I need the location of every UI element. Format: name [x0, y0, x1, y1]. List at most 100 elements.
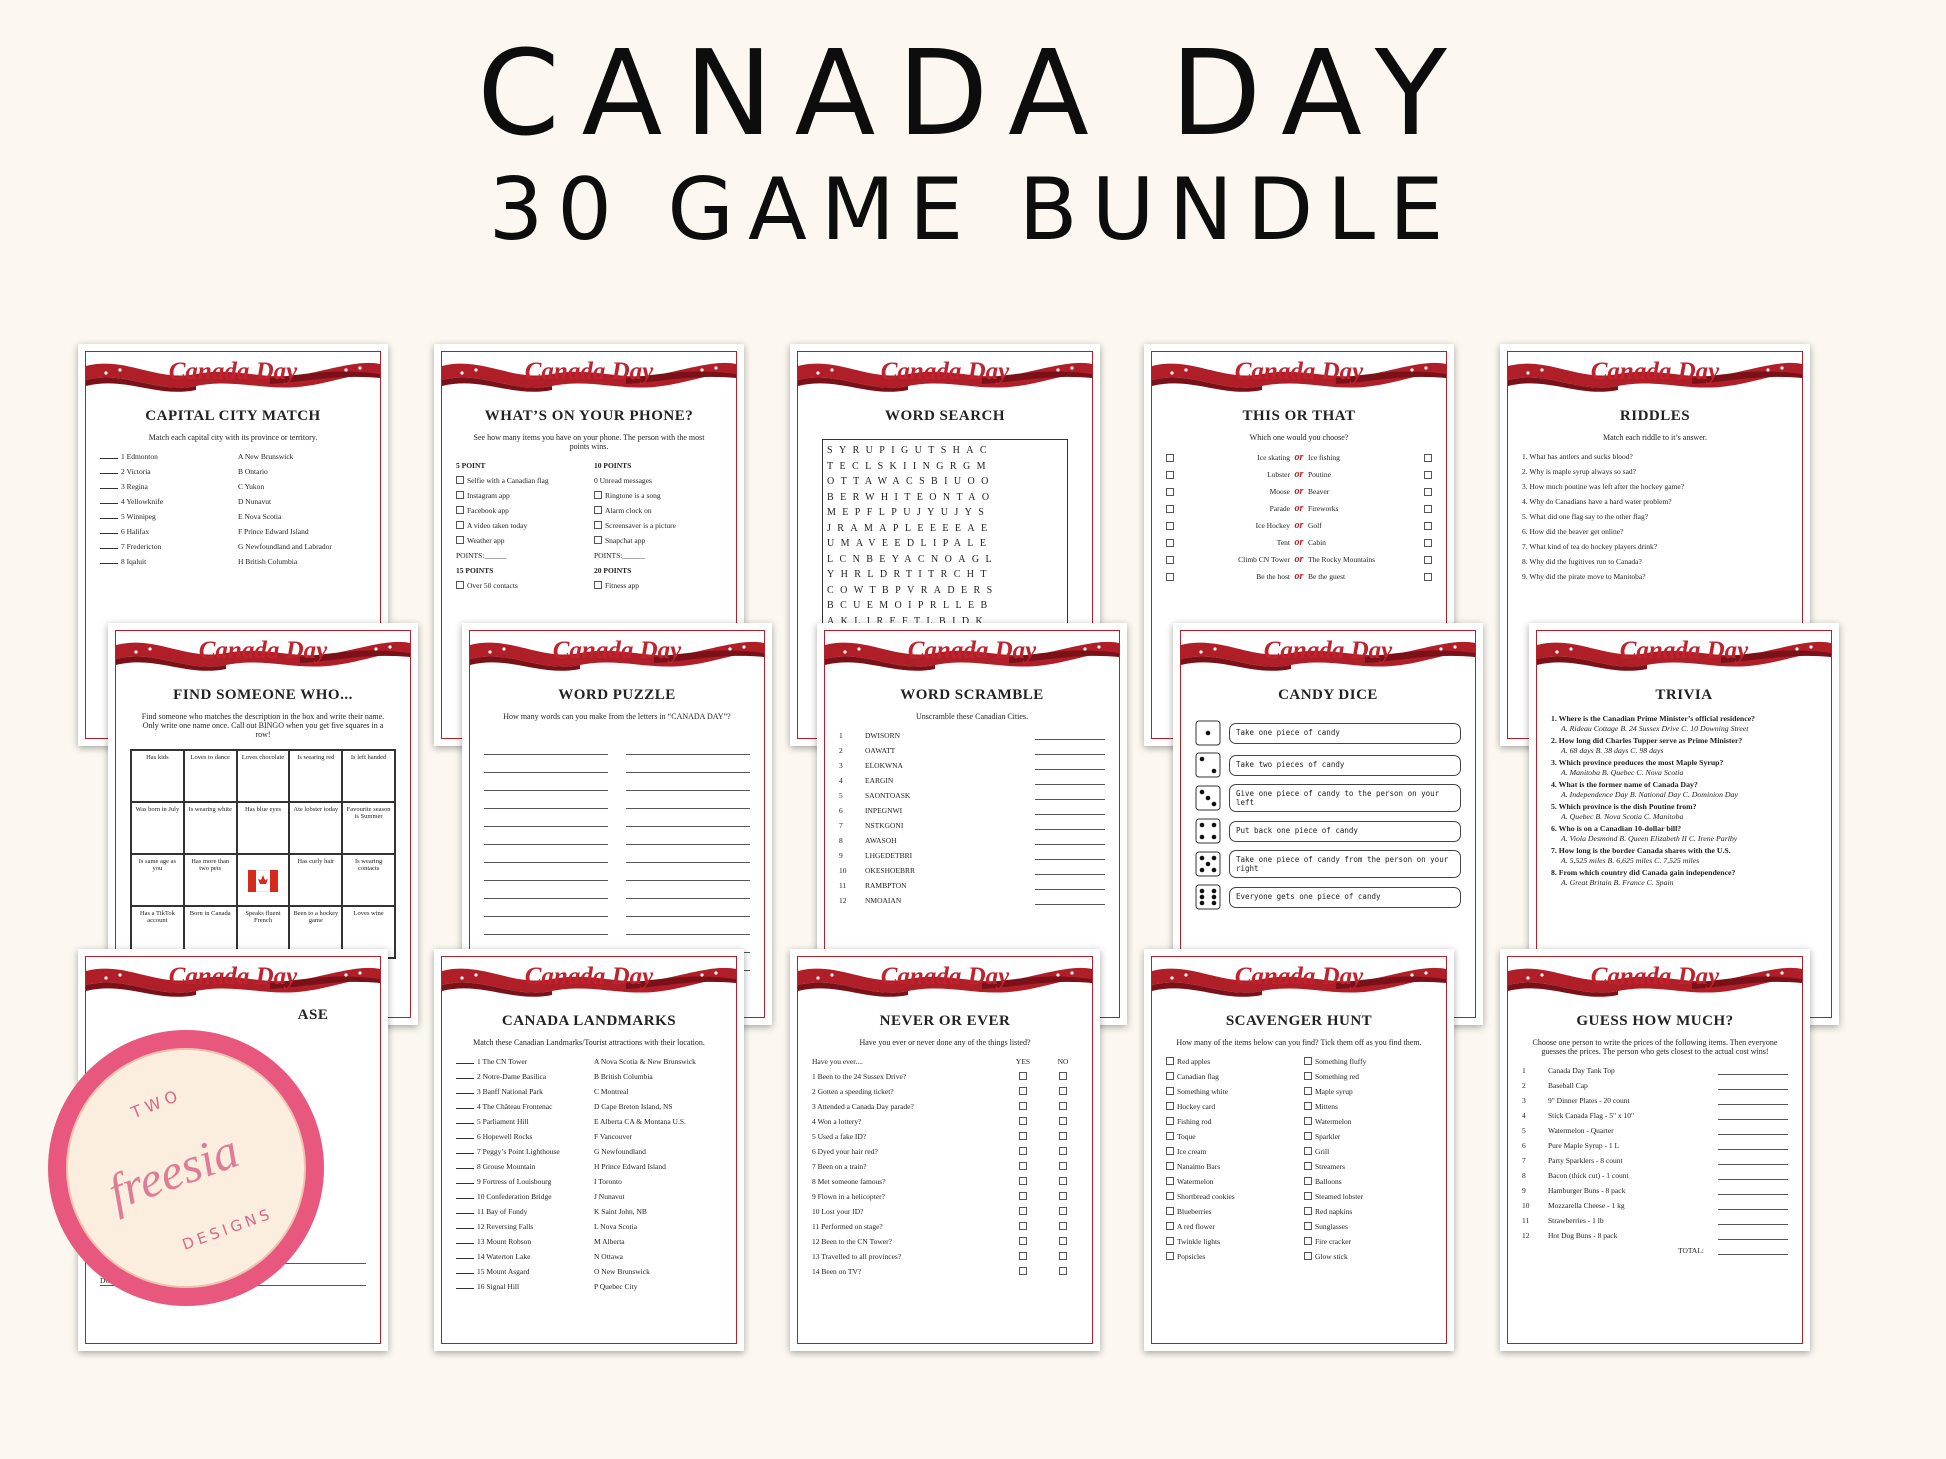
item: 8 Met someone famous? — [812, 1177, 886, 1186]
banner — [825, 641, 1119, 671]
banner — [1508, 967, 1802, 997]
card-frame: Canada Day WORD SCRAMBLE Unscramble these … — [824, 630, 1120, 1018]
checkbox — [1424, 538, 1432, 547]
item: 20 POINTS — [594, 566, 632, 575]
item: LCNBEYACNOAGL — [827, 553, 998, 565]
item: K Saint John, NB — [594, 1207, 647, 1216]
answer-line — [484, 845, 608, 863]
answer-line — [1035, 821, 1105, 830]
item: A New Brunswick — [238, 452, 294, 461]
answer-line — [1718, 1066, 1788, 1075]
item: G Newfoundland and Labrador — [238, 542, 332, 551]
item: Alarm clock on — [594, 506, 722, 515]
this-or-that: Ice skating or Ice fishing Lobster or Poutine… — [1166, 452, 1432, 582]
checkbox — [1059, 1177, 1067, 1185]
item: A. Quebec B. Nova Scotia C. Manitoba — [1561, 812, 1684, 821]
item: D Nunavut — [238, 497, 272, 506]
item: Over 50 contacts — [456, 581, 584, 590]
answer-line — [484, 881, 608, 899]
checkbox — [1019, 1162, 1027, 1170]
item: 8. From which country did Canada gain in… — [1551, 868, 1736, 877]
answer-line — [626, 845, 750, 863]
item: SAONTOASK — [865, 791, 911, 800]
answer-line — [626, 809, 750, 827]
item: 13 Mount Robson — [456, 1237, 584, 1246]
item: Fireworks — [1308, 504, 1339, 513]
answer-line — [484, 809, 608, 827]
item: NSTKGONI — [865, 821, 904, 830]
item: Hot Dog Buns - 8 pack — [1548, 1231, 1618, 1240]
item: 3 — [839, 761, 843, 770]
item: 5 Used a fake ID? — [812, 1132, 867, 1141]
item: H Prince Edward Island — [594, 1162, 666, 1171]
card-instructions: How many words can you make from the let… — [503, 712, 731, 721]
banner — [1508, 362, 1802, 392]
card-frame: Canada Day CAPITAL CITY MATCH Match each c… — [85, 351, 381, 739]
dice-row: Everyone gets one piece of candy — [1195, 884, 1461, 910]
item: Something fluffy — [1304, 1057, 1432, 1066]
item: 3 Attended a Canada Day parade? — [812, 1102, 914, 1111]
item: Twinkle lights — [1166, 1237, 1294, 1246]
item: Maple syrup — [1304, 1087, 1432, 1096]
item: P Quebec City — [594, 1282, 638, 1291]
answer-line — [1718, 1141, 1788, 1150]
checkbox — [1019, 1087, 1027, 1095]
item: Popsicles — [1166, 1252, 1294, 1261]
answer-line — [1035, 881, 1105, 890]
item: 7. What kind of tea do hockey players dr… — [1522, 542, 1658, 551]
item: 0 Unread messages — [594, 476, 652, 485]
item: OAWATT — [865, 746, 896, 755]
item: Is wearing contacts — [342, 854, 395, 906]
checkbox — [1059, 1147, 1067, 1155]
answer-line — [1718, 1096, 1788, 1105]
item: 5 POINT — [456, 461, 486, 470]
column-header: YES — [1015, 1057, 1031, 1066]
card-frame: Canada Day NEVER OR EVER Have you ever or … — [797, 956, 1093, 1344]
answer-line — [626, 917, 750, 935]
checkbox — [1019, 1237, 1027, 1245]
item: Glow stick — [1304, 1252, 1432, 1261]
checkbox — [1166, 504, 1174, 513]
item: 2. Why is maple syrup always so sad? — [1522, 467, 1637, 476]
column-header: NO — [1057, 1057, 1069, 1066]
checkbox — [1019, 1177, 1027, 1185]
item: SYRUPIGUTSHAC — [827, 445, 993, 456]
card-brand: Canada Day — [1619, 637, 1749, 664]
item: 10 Confederation Bridge — [456, 1192, 584, 1201]
card-title: WORD SCRAMBLE — [900, 687, 1044, 703]
card-frame: Canada Day WORD SEARCH SYRUPIGUTSHAC TECLSK… — [797, 351, 1093, 739]
item: 6. Who is on a Canadian 10-dollar bill? — [1551, 824, 1682, 833]
answer-line — [626, 773, 750, 791]
banner — [86, 362, 380, 392]
numbered-list: 1 DWISORN 2 OAWATT 3 ELOKWNA 4 EARGIN 5 SAONTOASK… — [839, 731, 1105, 905]
item: O New Brunswick — [594, 1267, 650, 1276]
item: Red apples — [1166, 1057, 1294, 1066]
item: Is left handed — [342, 750, 395, 802]
item: 7 — [839, 821, 843, 830]
item: 6. How did the beaver get online? — [1522, 527, 1624, 536]
or-connector: or — [1294, 469, 1304, 480]
checkbox — [1424, 470, 1432, 479]
item: Canada Day Tank Top — [1548, 1066, 1615, 1075]
item: 2. How long did Charles Tupper serve as … — [1551, 736, 1743, 745]
card-instructions: Match each riddle to it’s answer. — [1603, 433, 1707, 442]
card-body: Has kids Loves to dance Loves chocolate Is … — [116, 739, 410, 959]
item: 5 — [1522, 1126, 1526, 1135]
answer-line — [1718, 1156, 1788, 1165]
banner — [86, 967, 380, 997]
item: AWASOH — [865, 836, 897, 845]
item: N Ottawa — [594, 1252, 623, 1261]
item: 9 — [1522, 1186, 1526, 1195]
item: A video taken today — [456, 521, 584, 530]
answer-line — [1718, 1171, 1788, 1180]
item: 2 — [1522, 1081, 1526, 1090]
or-connector: or — [1294, 486, 1304, 497]
item: TECLSKIINGRGM — [827, 460, 992, 472]
item: Ice Hockey — [1255, 521, 1290, 530]
item: Parade — [1269, 504, 1290, 513]
item: Put back one piece of candy — [1229, 820, 1461, 842]
item: 3. Which province produces the most Mapl… — [1551, 758, 1724, 767]
card-title: RIDDLES — [1619, 408, 1691, 424]
answer-line — [1035, 746, 1105, 755]
